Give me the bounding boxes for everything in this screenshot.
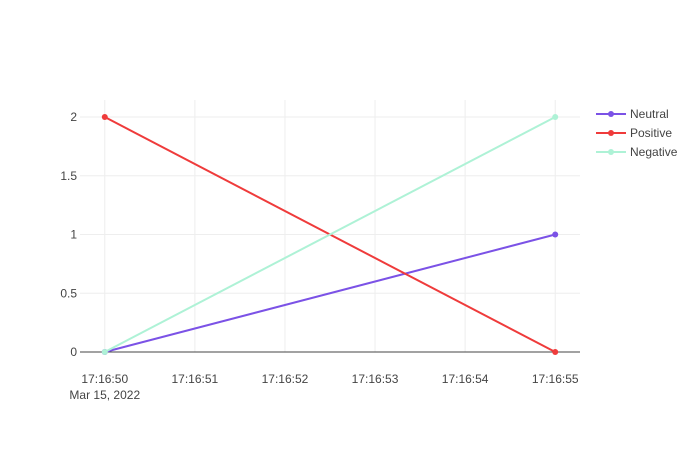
legend-marker-positive — [608, 130, 614, 136]
data-point-positive — [552, 349, 559, 355]
grid-lines — [80, 100, 580, 352]
x-tick-label: 17:16:54 — [442, 372, 489, 386]
x-tick-label: 17:16:55 — [532, 372, 579, 386]
legend: Neutral Positive Negative — [596, 107, 678, 159]
data-series — [101, 114, 559, 355]
y-tick-label: 0 — [70, 345, 77, 359]
legend-marker-neutral — [608, 111, 614, 117]
data-point-positive — [101, 114, 108, 120]
x-tick-label: 17:16:53 — [352, 372, 399, 386]
legend-label-negative: Negative — [630, 145, 678, 159]
y-tick-label: 1 — [70, 228, 77, 242]
axes: 17:16:50 17:16:51 17:16:52 17:16:53 17:16:54… — [60, 110, 580, 402]
data-point-negative — [101, 349, 108, 355]
y-tick-label: 1.5 — [60, 169, 77, 183]
x-tick-label: 17:16:52 — [262, 372, 309, 386]
x-tick-label: 17:16:50 — [81, 372, 128, 386]
y-tick-label: 2 — [70, 110, 77, 124]
data-point-neutral — [552, 231, 559, 238]
x-tick-label: 17:16:51 — [172, 372, 219, 386]
legend-label-neutral: Neutral — [630, 107, 669, 121]
data-point-negative — [552, 114, 559, 120]
x-tick-sublabel: Mar 15, 2022 — [69, 388, 140, 402]
series-line-neutral — [104, 233, 556, 353]
series-line-negative — [104, 116, 556, 353]
legend-marker-negative — [608, 149, 614, 155]
legend-label-positive: Positive — [630, 126, 672, 140]
y-tick-label: 0.5 — [60, 286, 77, 300]
